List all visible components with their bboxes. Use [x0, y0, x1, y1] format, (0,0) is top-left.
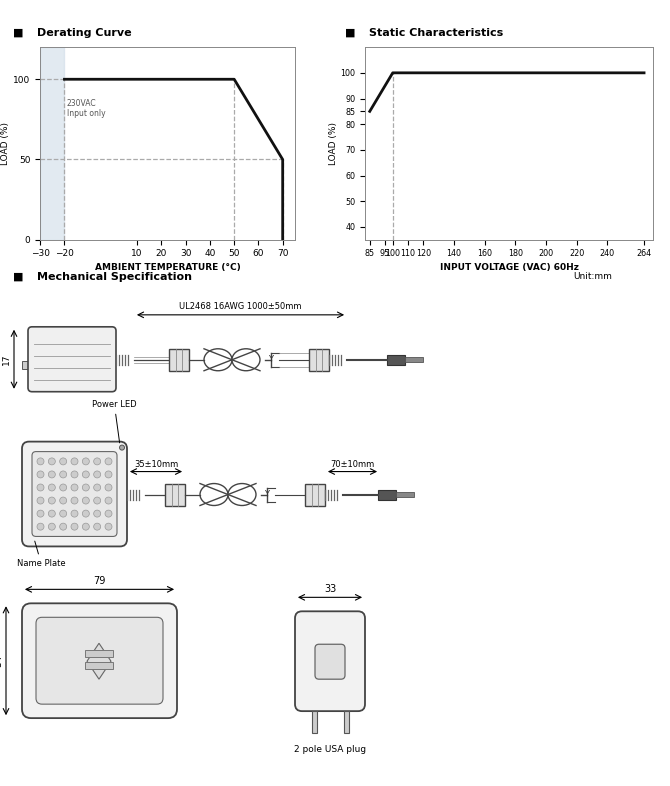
Text: 35±10mm: 35±10mm: [134, 460, 178, 468]
Ellipse shape: [200, 483, 228, 505]
Ellipse shape: [82, 484, 89, 491]
Ellipse shape: [60, 497, 67, 504]
Ellipse shape: [60, 523, 67, 530]
Ellipse shape: [94, 510, 100, 517]
Text: 54: 54: [0, 655, 3, 667]
FancyBboxPatch shape: [295, 612, 365, 711]
Ellipse shape: [94, 458, 100, 465]
Polygon shape: [87, 643, 111, 679]
FancyBboxPatch shape: [22, 604, 177, 718]
Ellipse shape: [232, 349, 260, 371]
X-axis label: INPUT VOLTAGE (VAC) 60Hz: INPUT VOLTAGE (VAC) 60Hz: [440, 263, 579, 272]
Bar: [387, 354, 405, 365]
Bar: [312, 711, 317, 733]
Bar: [396, 492, 414, 497]
Bar: [309, 349, 329, 371]
Ellipse shape: [37, 458, 44, 465]
Text: Mechanical Specification: Mechanical Specification: [37, 272, 192, 281]
Ellipse shape: [119, 445, 125, 450]
Text: 79: 79: [93, 576, 106, 586]
Text: ■: ■: [13, 28, 24, 38]
Ellipse shape: [204, 349, 232, 371]
Ellipse shape: [60, 510, 67, 517]
Ellipse shape: [105, 484, 112, 491]
Text: Y: Y: [265, 490, 269, 499]
Ellipse shape: [82, 471, 89, 478]
Bar: [85, 650, 113, 657]
Text: ■: ■: [13, 272, 24, 281]
Ellipse shape: [71, 471, 78, 478]
Ellipse shape: [105, 497, 112, 504]
Ellipse shape: [48, 458, 56, 465]
Bar: [305, 483, 325, 505]
Ellipse shape: [60, 471, 67, 478]
Bar: [344, 711, 349, 733]
Ellipse shape: [94, 523, 100, 530]
Ellipse shape: [71, 458, 78, 465]
Text: UL2468 16AWG 1000±50mm: UL2468 16AWG 1000±50mm: [180, 302, 302, 310]
Text: Name Plate: Name Plate: [17, 541, 66, 568]
X-axis label: AMBIENT TEMPERATURE (°C): AMBIENT TEMPERATURE (°C): [94, 263, 241, 272]
Text: Derating Curve: Derating Curve: [37, 28, 131, 38]
Y-axis label: LOAD (%): LOAD (%): [1, 122, 11, 165]
Text: 33: 33: [324, 584, 336, 594]
Text: 2 pole USA plug: 2 pole USA plug: [294, 745, 366, 754]
Ellipse shape: [105, 523, 112, 530]
Bar: [378, 490, 396, 500]
Text: 17: 17: [2, 354, 11, 365]
Bar: [85, 663, 113, 669]
Ellipse shape: [37, 484, 44, 491]
Ellipse shape: [48, 484, 56, 491]
FancyBboxPatch shape: [28, 327, 116, 391]
Ellipse shape: [48, 497, 56, 504]
FancyBboxPatch shape: [315, 645, 345, 679]
Ellipse shape: [228, 483, 256, 505]
Ellipse shape: [37, 510, 44, 517]
Ellipse shape: [82, 510, 89, 517]
Ellipse shape: [94, 497, 100, 504]
Bar: [165, 483, 185, 505]
Bar: [169, 349, 189, 371]
Ellipse shape: [37, 523, 44, 530]
Ellipse shape: [71, 497, 78, 504]
Bar: [405, 358, 423, 362]
Text: 70±10mm: 70±10mm: [330, 460, 375, 468]
Bar: [22, 361, 28, 369]
Ellipse shape: [60, 484, 67, 491]
FancyBboxPatch shape: [22, 442, 127, 546]
Ellipse shape: [94, 471, 100, 478]
Ellipse shape: [48, 523, 56, 530]
Bar: [40, 47, 64, 240]
Text: 230VAC
Input only: 230VAC Input only: [67, 98, 105, 118]
Ellipse shape: [37, 471, 44, 478]
Ellipse shape: [94, 484, 100, 491]
Ellipse shape: [37, 497, 44, 504]
Ellipse shape: [48, 510, 56, 517]
Ellipse shape: [82, 523, 89, 530]
FancyBboxPatch shape: [36, 617, 163, 704]
Text: Static Characteristics: Static Characteristics: [369, 28, 502, 38]
Ellipse shape: [71, 523, 78, 530]
Text: Power LED: Power LED: [92, 399, 137, 443]
Text: Y: Y: [269, 355, 273, 364]
Ellipse shape: [82, 497, 89, 504]
Ellipse shape: [105, 510, 112, 517]
Ellipse shape: [71, 484, 78, 491]
Ellipse shape: [48, 471, 56, 478]
FancyBboxPatch shape: [32, 452, 117, 536]
Ellipse shape: [71, 510, 78, 517]
Ellipse shape: [105, 471, 112, 478]
Y-axis label: LOAD (%): LOAD (%): [329, 122, 338, 165]
Text: ■: ■: [345, 28, 356, 38]
Ellipse shape: [60, 458, 67, 465]
Ellipse shape: [82, 458, 89, 465]
Ellipse shape: [105, 458, 112, 465]
Text: Unit:mm: Unit:mm: [573, 272, 612, 281]
